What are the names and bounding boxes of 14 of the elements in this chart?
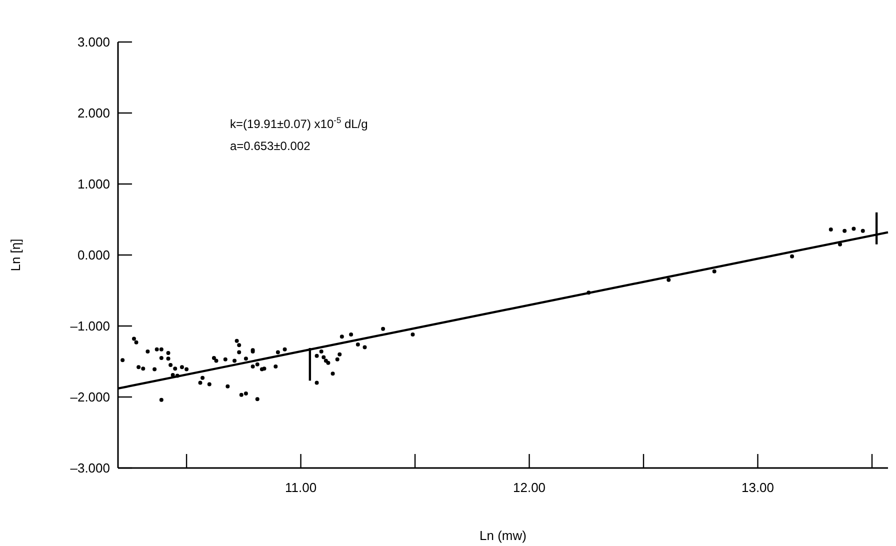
y-tick-label: –2.000 bbox=[70, 390, 110, 405]
annotation: a=0.653±0.002 bbox=[230, 139, 311, 153]
y-tick-label: –1.000 bbox=[70, 318, 110, 334]
annotation: k=(19.91±0.07) x10$^{-5}$ dL/g bbox=[230, 115, 368, 131]
y-tick-label: –3.000 bbox=[70, 460, 110, 476]
x-tick-label: 12.00 bbox=[513, 480, 546, 495]
y-tick-label: 3.000 bbox=[77, 34, 110, 50]
x-tick-label: 11.00 bbox=[285, 480, 317, 495]
y-tick-label: 2.000 bbox=[77, 106, 110, 121]
y-axis-title: Ln [η] bbox=[8, 238, 23, 272]
y-tick-label: 0.000 bbox=[77, 248, 110, 263]
x-tick-label: 13.00 bbox=[741, 480, 774, 495]
x-axis-title: Ln (mw) bbox=[480, 528, 526, 543]
y-tick-label: 1.000 bbox=[77, 176, 110, 192]
